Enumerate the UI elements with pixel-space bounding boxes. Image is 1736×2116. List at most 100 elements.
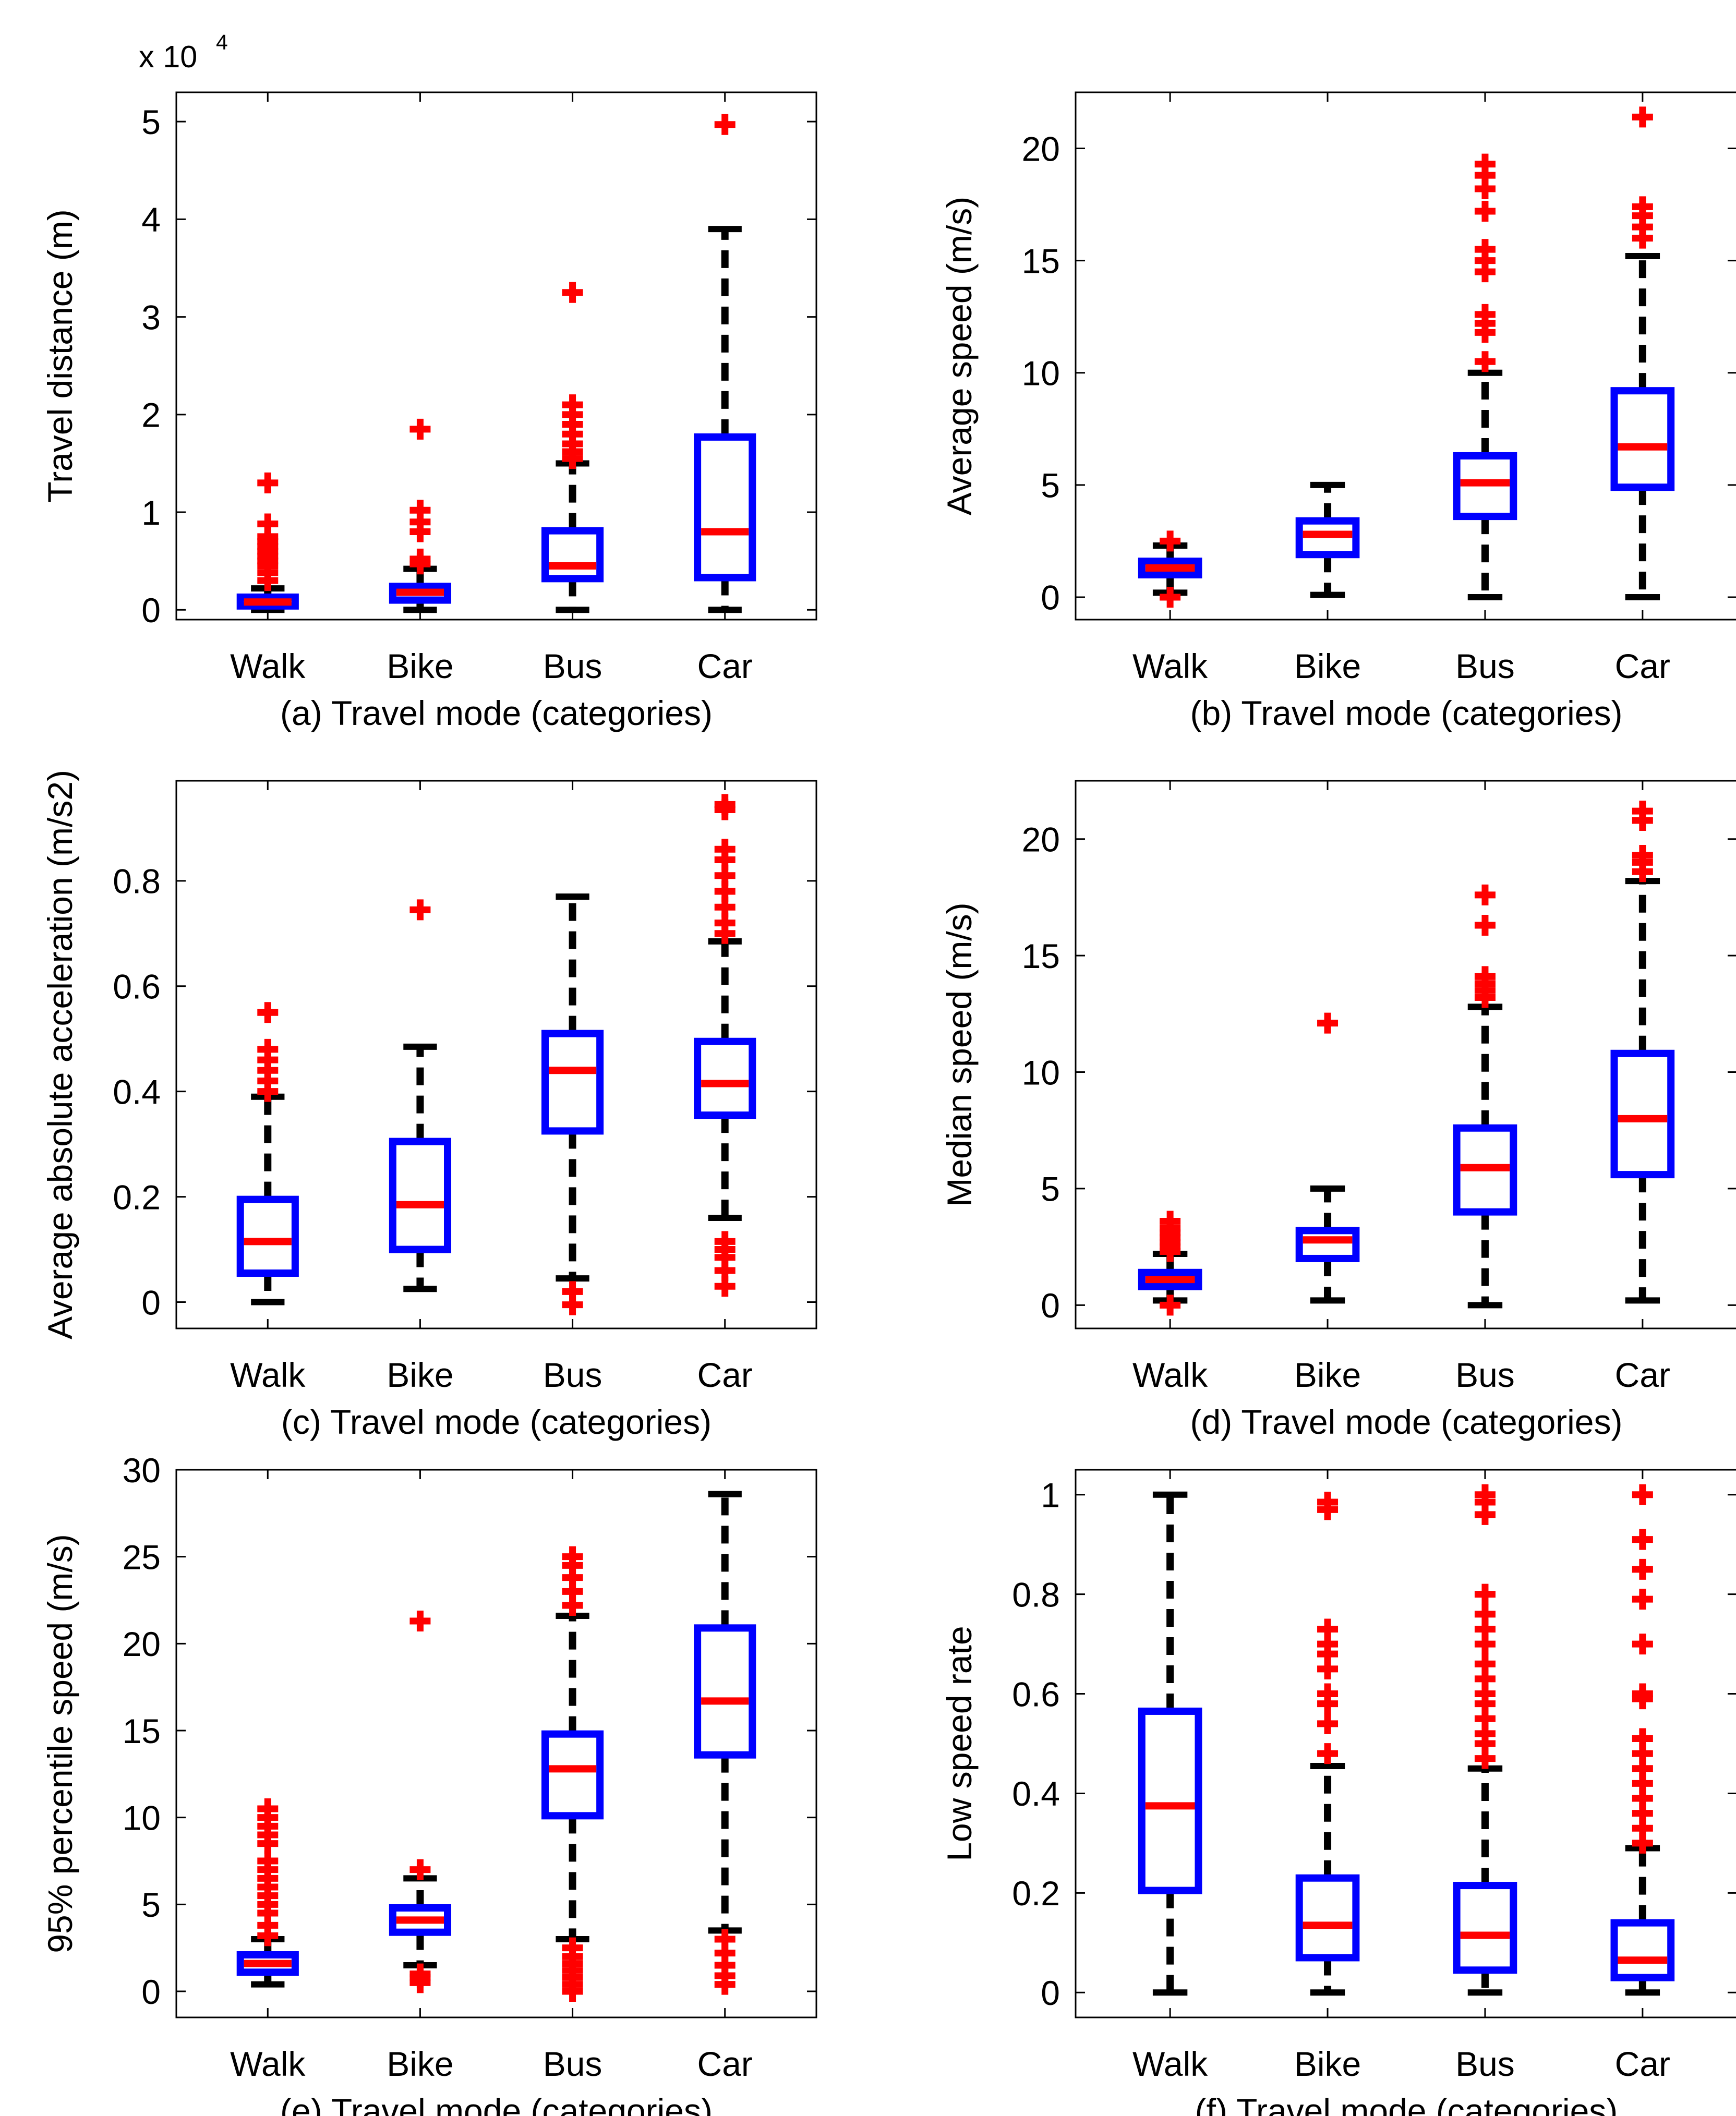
- category-label: Bus: [543, 1356, 602, 1394]
- box-walk: [236, 472, 299, 613]
- outlier-point: [257, 472, 279, 493]
- panel-caption: (a) Travel mode (categories): [280, 694, 713, 732]
- outlier-point: [1474, 1484, 1496, 1505]
- panel-caption: (d) Travel mode (categories): [1190, 1402, 1623, 1441]
- y-tick-label: 0: [141, 591, 161, 630]
- outlier-point: [257, 1798, 279, 1819]
- iqr-box: [541, 1030, 604, 1135]
- outlier-point: [1632, 844, 1653, 866]
- box-walk: [1138, 1491, 1202, 1996]
- outlier-point: [1632, 1558, 1653, 1580]
- category-label: Car: [1615, 1356, 1670, 1394]
- category-label: Bike: [1294, 1356, 1361, 1394]
- y-axis-label: Low speed rate: [940, 1626, 979, 1861]
- category-label: Car: [1615, 2045, 1670, 2083]
- outlier-point: [1474, 884, 1496, 905]
- outlier-point: [409, 500, 431, 521]
- y-tick-label: 0.6: [113, 968, 161, 1006]
- y-tick-label: 20: [1022, 820, 1060, 859]
- y-tick-label: 1: [141, 493, 161, 532]
- box-bike: [389, 1611, 452, 1993]
- outlier-point: [409, 1963, 431, 1985]
- iqr-box: [541, 1730, 604, 1820]
- box-bus: [541, 1546, 604, 2002]
- plot-frame: [1075, 780, 1736, 1329]
- outlier-point: [1632, 1634, 1653, 1655]
- y-axis-label: Median speed (m/s): [940, 902, 979, 1206]
- box-car: [694, 794, 756, 1297]
- outlier-point: [409, 899, 431, 921]
- outlier-point: [1160, 1295, 1181, 1316]
- box-bus: [541, 893, 604, 1315]
- box-walk: [1138, 530, 1202, 608]
- y-scale-label: x 10: [139, 39, 197, 74]
- plot-frame: [175, 1469, 817, 2018]
- box-bike: [389, 418, 452, 613]
- y-tick-label: 0.4: [1012, 1774, 1060, 1813]
- plot-frame: [175, 780, 817, 1329]
- outlier-point: [1160, 586, 1181, 608]
- category-label: Bike: [1294, 2045, 1361, 2083]
- box-bus: [1453, 884, 1517, 1309]
- y-tick-label: 2: [141, 396, 161, 434]
- y-tick-label: 15: [1022, 937, 1060, 975]
- box-bike: [1295, 1012, 1360, 1304]
- outlier-point: [714, 1231, 736, 1252]
- y-tick-label: 4: [141, 200, 161, 239]
- y-tick-label: 0: [141, 1283, 161, 1322]
- outlier-point: [1317, 1713, 1339, 1734]
- y-tick-label: 20: [123, 1625, 161, 1663]
- outlier-point: [1632, 1484, 1653, 1505]
- outlier-point: [1632, 1529, 1653, 1550]
- outlier-point: [1632, 1589, 1653, 1610]
- category-label: Walk: [1132, 647, 1208, 685]
- outlier-point: [562, 1294, 583, 1315]
- outlier-point: [1317, 1012, 1339, 1034]
- y-tick-label: 10: [1022, 1053, 1060, 1092]
- box-bike: [1295, 1492, 1360, 1996]
- iqr-box: [1295, 1874, 1360, 1962]
- iqr-box: [1610, 387, 1675, 491]
- outlier-point: [1474, 153, 1496, 175]
- y-tick-label: 5: [1041, 466, 1060, 505]
- outlier-point: [714, 114, 736, 135]
- y-tick-label: 5: [1041, 1170, 1060, 1208]
- outlier-point: [1632, 801, 1653, 822]
- y-tick-label: 25: [123, 1538, 161, 1576]
- panel-b: 0 5 10 15 20 Walk Bike Bus Car (b) Travel mode (c…: [940, 91, 1736, 732]
- category-label: Bus: [1455, 647, 1515, 685]
- panel-caption: (b) Travel mode (categories): [1190, 694, 1623, 732]
- iqr-box: [541, 527, 604, 583]
- box-walk: [1138, 1211, 1202, 1316]
- box-bus: [1453, 1484, 1517, 1996]
- outlier-point: [1474, 966, 1496, 987]
- iqr-box: [694, 433, 756, 582]
- category-label: Walk: [1132, 2045, 1208, 2083]
- outlier-point: [562, 394, 583, 416]
- iqr-box: [1138, 1707, 1202, 1894]
- category-label: Car: [697, 1356, 753, 1394]
- outlier-point: [1474, 1603, 1496, 1625]
- panel-caption: (c) Travel mode (categories): [281, 1402, 712, 1441]
- outlier-point: [1632, 1728, 1653, 1749]
- outlier-point: [409, 1611, 431, 1631]
- iqr-box: [1610, 1049, 1675, 1179]
- plot-frame: [1075, 91, 1736, 621]
- outlier-point: [1474, 239, 1496, 260]
- panel-a: 0 1 2 3 4 5 Walk Bike Bus Car (a) Travel mode (cat…: [41, 30, 817, 732]
- iqr-box: [1295, 1227, 1360, 1262]
- outlier-point: [409, 548, 431, 570]
- y-tick-label: 5: [141, 103, 161, 141]
- y-tick-label: 20: [1022, 129, 1060, 168]
- outlier-point: [1474, 201, 1496, 222]
- outlier-point: [1160, 1211, 1181, 1232]
- category-label: Walk: [230, 2045, 306, 2083]
- category-label: Car: [697, 647, 753, 685]
- outlier-point: [562, 1546, 583, 1567]
- y-tick-label: 10: [1022, 354, 1060, 393]
- outlier-point: [1474, 1583, 1496, 1605]
- y-tick-label: 0: [141, 1973, 161, 2011]
- outlier-point: [1317, 1683, 1339, 1704]
- category-label: Bus: [1455, 1356, 1515, 1394]
- y-tick-label: 3: [141, 298, 161, 336]
